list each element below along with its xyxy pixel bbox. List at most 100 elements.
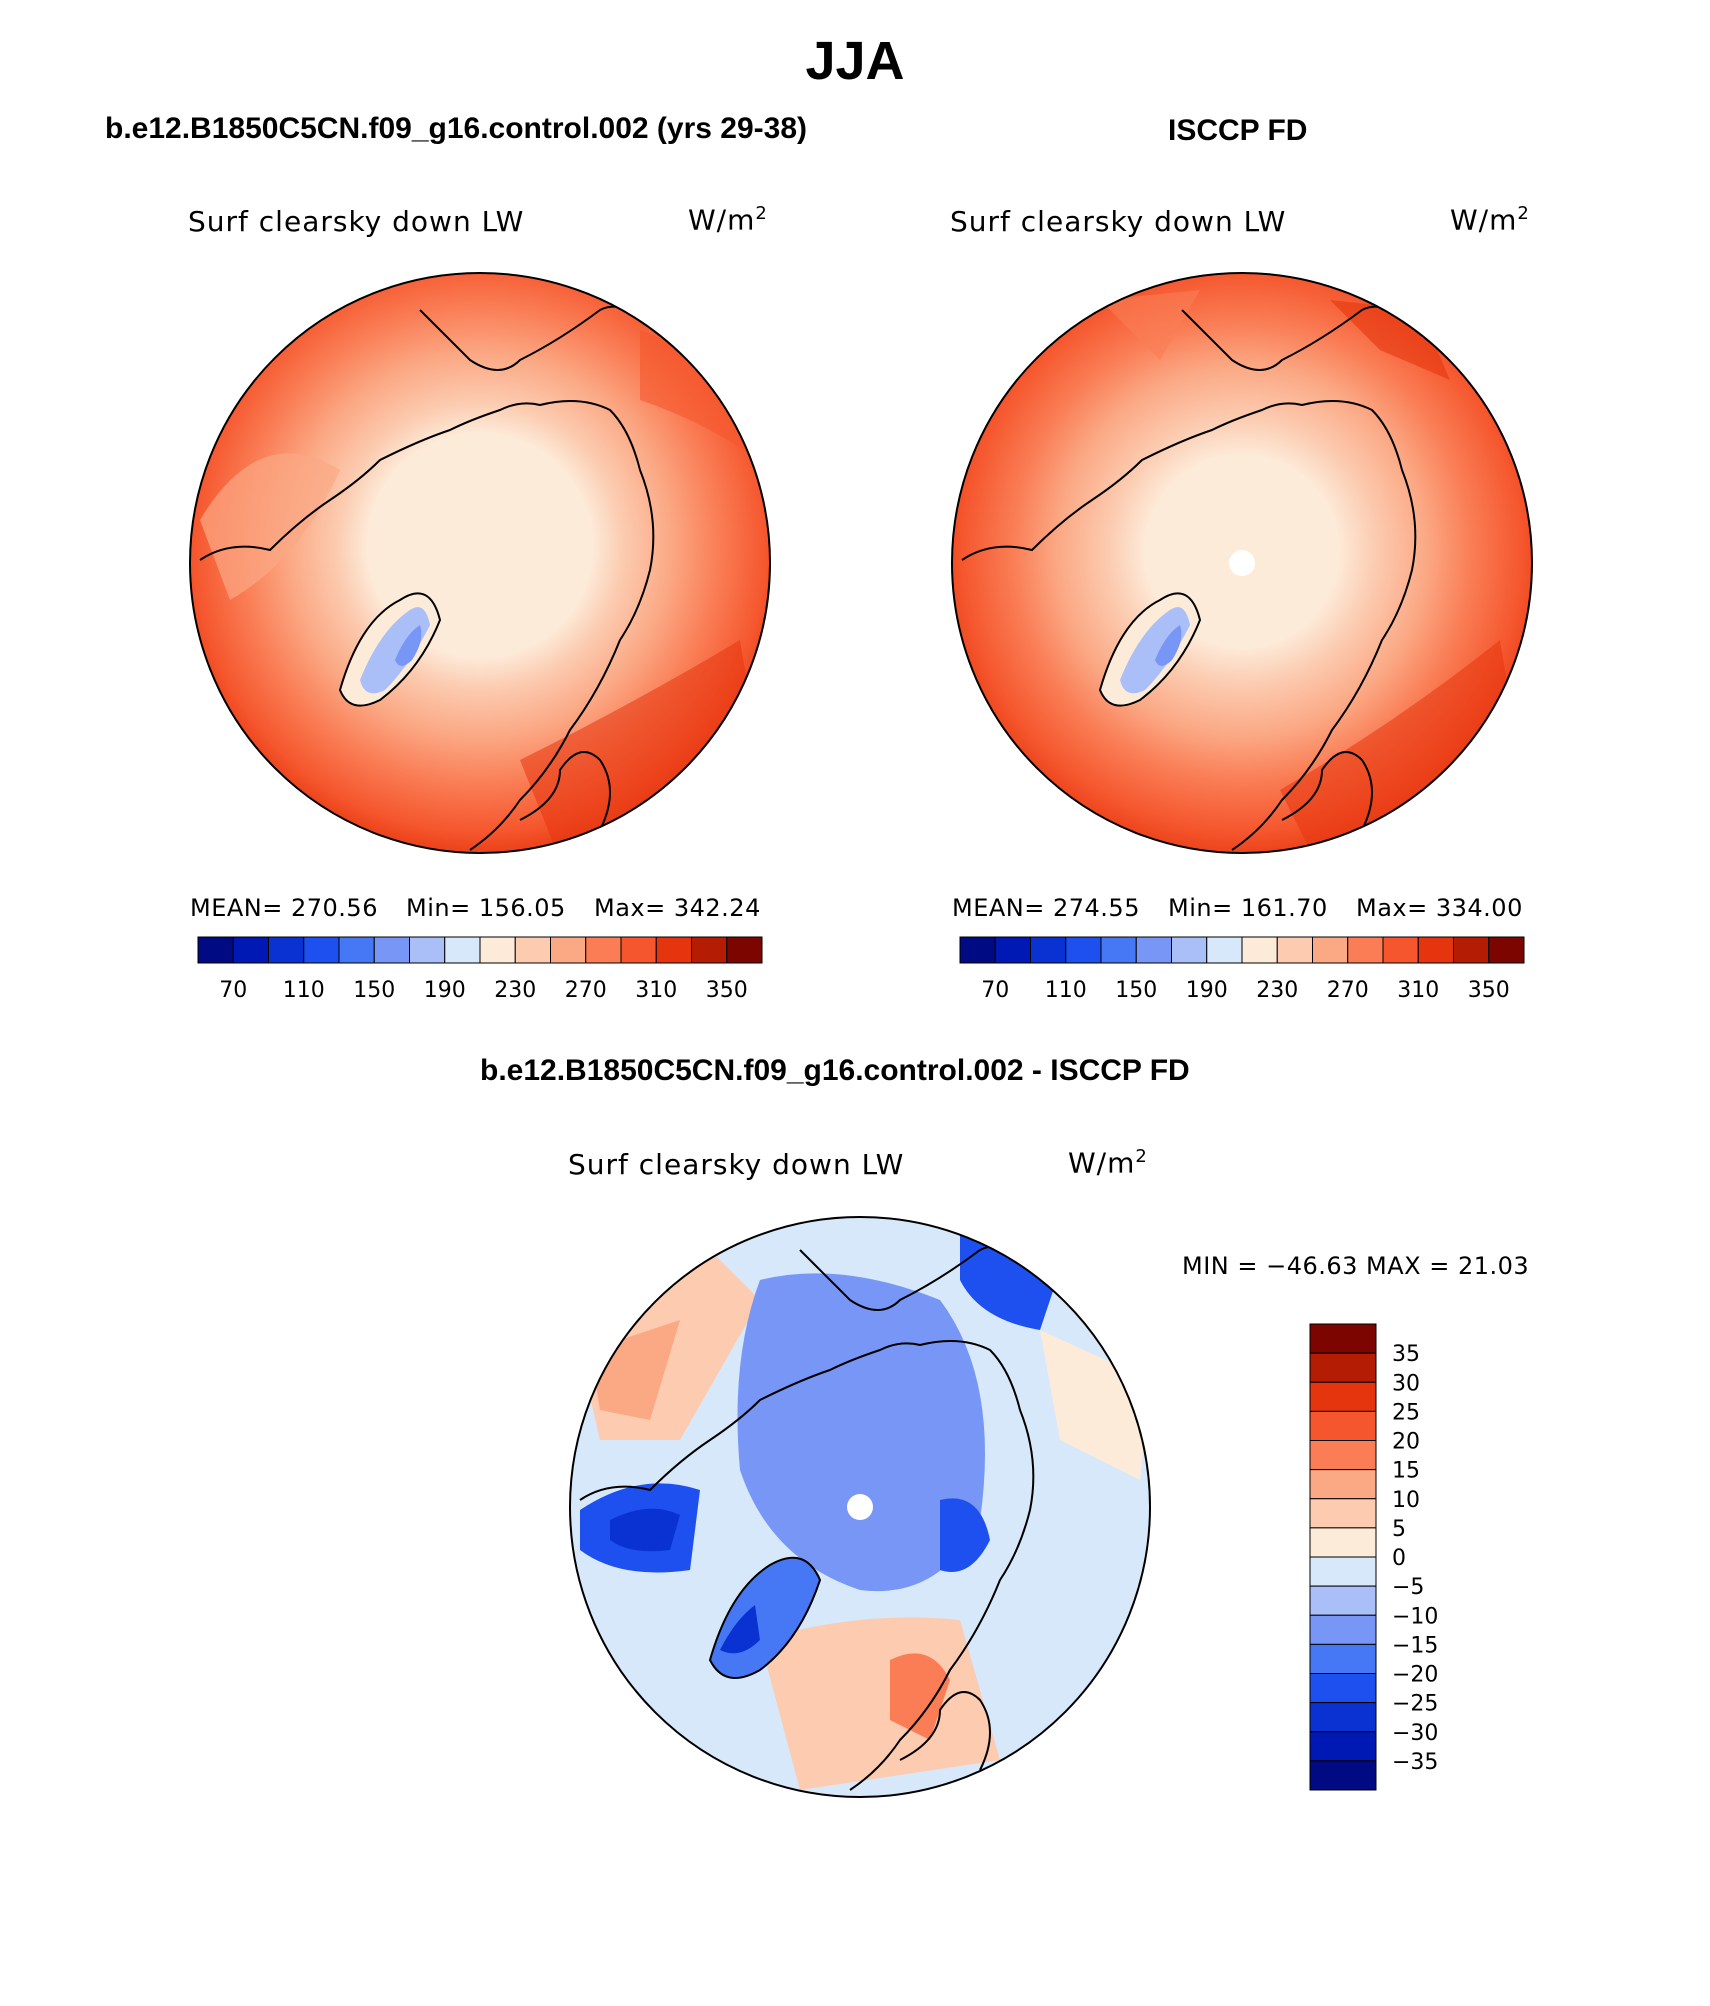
model-colorbar-swatch	[409, 936, 446, 964]
diff-colorbar-tick-label: 15	[1392, 1459, 1420, 1484]
obs-coastline-2	[1181, 305, 1403, 371]
diff-colorbar-swatch	[1309, 1585, 1377, 1616]
diff-variable-label: Surf clearsky down LW	[568, 1148, 905, 1181]
diff-colorbar-tick-label: −10	[1392, 1604, 1438, 1629]
model-colorbar-swatch	[373, 936, 410, 964]
obs-units-label: W/m2	[1450, 203, 1530, 237]
obs-colorbar-swatch	[1488, 936, 1525, 964]
model-siberia-region	[640, 330, 760, 460]
model-colorbar-swatch	[550, 936, 587, 964]
diff-colorbar-tick-label: 0	[1392, 1546, 1406, 1571]
model-colorbar-tick-label: 310	[635, 978, 677, 1003]
model-colorbar-swatch	[620, 936, 657, 964]
model-greenland-ice-core	[395, 625, 422, 666]
diff-barents-cool	[940, 1498, 990, 1572]
model-colorbar-tick-label: 110	[283, 978, 325, 1003]
model-panel-title: b.e12.B1850C5CN.f09_g16.control.002 (yrs…	[105, 112, 808, 145]
diff-colorbar-swatch	[1309, 1673, 1377, 1704]
model-colorbar-swatch	[232, 936, 269, 964]
obs-colorbar-tick-label: 190	[1186, 978, 1228, 1003]
obs-map-border	[951, 272, 1533, 854]
diff-colorbar-tick-label: −15	[1392, 1633, 1438, 1658]
obs-coastline-1	[961, 400, 1417, 851]
obs-panel-title: ISCCP FD	[1168, 114, 1308, 147]
model-colorbar-tick-label: 230	[494, 978, 536, 1003]
diff-colorbar-swatch	[1309, 1527, 1377, 1558]
model-mean-label: MEAN= 270.56	[190, 894, 378, 922]
diff-map-border	[569, 1216, 1151, 1798]
diff-colorbar-tick-label: 25	[1392, 1400, 1420, 1425]
diff-colorbar-tick-label: 35	[1392, 1342, 1420, 1367]
obs-pole-hole	[1229, 550, 1255, 576]
model-colorbar-tick-label: 70	[219, 978, 247, 1003]
diff-pole-hole	[847, 1494, 873, 1520]
diff-colorbar-swatch	[1309, 1556, 1377, 1587]
diff-colorbar-swatch	[1309, 1731, 1377, 1762]
obs-max-label: Max= 334.00	[1356, 894, 1523, 922]
model-colorbar-tick-label: 270	[565, 978, 607, 1003]
diff-europe-warm	[760, 1617, 1000, 1790]
diff-colorbar-swatch	[1309, 1498, 1377, 1529]
main-title: JJA	[805, 31, 905, 91]
model-canada-region	[200, 453, 340, 600]
obs-colorbar-swatch	[1065, 936, 1102, 964]
model-coastline-3	[519, 751, 611, 831]
diff-colorbar-swatch	[1309, 1352, 1377, 1383]
obs-coastline-3	[1281, 751, 1373, 831]
model-colorbar-tick-label: 150	[353, 978, 395, 1003]
model-greenland-ice	[360, 607, 430, 694]
model-colorbar-swatch	[514, 936, 551, 964]
diff-colorbar-swatch	[1309, 1469, 1377, 1500]
model-atlantic-region	[520, 640, 760, 853]
obs-colorbar-swatch	[959, 936, 996, 964]
diff-units-label: W/m2	[1068, 1146, 1148, 1180]
model-colorbar-tick-label: 190	[424, 978, 466, 1003]
diff-colorbar-swatch	[1309, 1702, 1377, 1733]
obs-colorbar-swatch	[1312, 936, 1349, 964]
model-colorbar-swatch	[444, 936, 481, 964]
diff-colorbar-swatch	[1309, 1323, 1377, 1354]
diff-colorbar-tick-label: 10	[1392, 1488, 1420, 1513]
diff-scandinavia-warm	[890, 1653, 950, 1740]
model-colorbar-tick-label: 350	[706, 978, 748, 1003]
obs-mean-label: MEAN= 274.55	[952, 894, 1140, 922]
model-colorbar-swatch	[585, 936, 622, 964]
obs-variable-label: Surf clearsky down LW	[950, 205, 1287, 238]
model-colorbar-swatch	[338, 936, 375, 964]
diff-colorbar-tick-label: −25	[1392, 1692, 1438, 1717]
diff-colorbar-tick-label: −30	[1392, 1721, 1438, 1746]
diff-colorbar-tick-label: 20	[1392, 1430, 1420, 1455]
obs-colorbar-tick-label: 230	[1256, 978, 1298, 1003]
model-map-border	[189, 272, 771, 854]
obs-colorbar-swatch	[1241, 936, 1278, 964]
model-colorbar-swatch	[268, 936, 305, 964]
obs-colorbar-swatch	[994, 936, 1031, 964]
model-colorbar-swatch	[479, 936, 516, 964]
model-variable-label: Surf clearsky down LW	[188, 205, 525, 238]
model-min-label: Min= 156.05	[406, 894, 566, 922]
diff-colorbar-swatch	[1309, 1381, 1377, 1412]
obs-colorbar-swatch	[1030, 936, 1067, 964]
diff-colorbar-swatch	[1309, 1760, 1377, 1791]
obs-colorbar-tick-label: 270	[1327, 978, 1369, 1003]
diff-arctic-cool	[737, 1273, 985, 1592]
diff-colorbar-tick-label: −20	[1392, 1663, 1438, 1688]
diff-panel-title: b.e12.B1850C5CN.f09_g16.control.002 - IS…	[480, 1054, 1190, 1087]
diff-minmax-label: MIN = −46.63 MAX = 21.03	[1182, 1252, 1530, 1280]
diff-canada-cool-core	[610, 1508, 680, 1552]
obs-greenland-ice-core	[1155, 625, 1182, 666]
obs-min-label: Min= 161.70	[1168, 894, 1328, 922]
obs-colorbar-tick-label: 70	[981, 978, 1009, 1003]
diff-colorbar-tick-label: 5	[1392, 1517, 1406, 1542]
obs-colorbar-tick-label: 310	[1397, 978, 1439, 1003]
diff-colorbar-tick-label: −35	[1392, 1750, 1438, 1775]
obs-atlantic-region	[1280, 640, 1520, 853]
diff-colorbar-tick-label: −5	[1392, 1575, 1424, 1600]
diff-colorbar-swatch	[1309, 1440, 1377, 1471]
model-colorbar-swatch	[691, 936, 728, 964]
